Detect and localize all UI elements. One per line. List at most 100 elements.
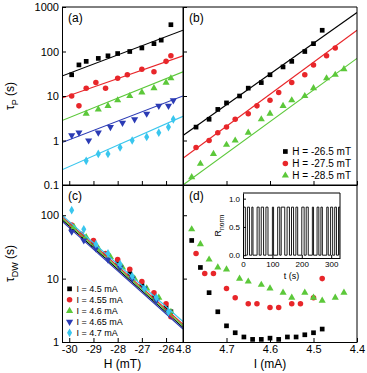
data-point [114, 96, 121, 102]
y-tick-mark [243, 227, 246, 228]
y-axis [183, 186, 187, 343]
x-tick-mark [118, 181, 119, 185]
x-tick: -29 [86, 338, 102, 355]
x-tick-label: 4.4 [350, 343, 365, 355]
data-point [267, 98, 273, 104]
y-tick: 10 [47, 273, 66, 285]
x-tick-label: 4.5 [306, 343, 321, 355]
y-tick [183, 52, 187, 53]
x-tick-mark [227, 181, 228, 185]
x-tick-mark [331, 255, 332, 258]
data-point [107, 125, 114, 131]
data-point [131, 117, 138, 123]
data-point [197, 160, 204, 166]
y-tick: 1000 [35, 1, 66, 13]
legend-label: H = -26.5 mT [292, 146, 351, 157]
x-tick: 200 [296, 255, 310, 269]
legend-label: H = -28.5 mT [292, 170, 351, 181]
y-tick-label: 0.5 [229, 223, 241, 232]
data-point [298, 301, 304, 307]
plot-area [183, 13, 357, 185]
plot-area [62, 206, 183, 329]
x-axis: 0100200300 [241, 255, 340, 269]
data-point [138, 88, 145, 94]
data-point [215, 130, 221, 136]
y-tick-mark [62, 342, 66, 343]
y-tick: 100 [41, 209, 66, 221]
data-point [206, 138, 212, 144]
panel-label: (b) [189, 11, 204, 25]
data-point [95, 105, 102, 111]
legend-item: I = 4.6 mA [66, 306, 118, 316]
y-axis: 0.11101001000 [35, 1, 66, 191]
data-point [310, 294, 317, 300]
fit-line [62, 96, 183, 143]
y-tick-mark [62, 96, 66, 97]
y-axis: 0.00.51.0 [229, 194, 246, 261]
data-point [281, 65, 286, 70]
x-tick: 4.5 [306, 338, 321, 355]
x-axis [184, 181, 358, 186]
plot-area [62, 22, 183, 169]
x-tick-label: 4.7 [219, 343, 234, 355]
legend-label: I = 4.7 mA [77, 328, 118, 338]
y-tick-mark [243, 199, 246, 200]
legend-item: I = 4.55 mA [67, 295, 123, 305]
y-tick-mark [183, 141, 187, 142]
data-point [68, 133, 75, 139]
data-point [254, 301, 260, 307]
y-axis [183, 8, 187, 186]
data-point [259, 337, 264, 342]
y-tick: 1 [53, 135, 66, 147]
fit-line [62, 72, 183, 121]
data-point [224, 101, 229, 106]
x-tick-label: 100 [266, 260, 280, 269]
data-point [288, 96, 295, 102]
x-tick-mark [270, 181, 271, 185]
y-tick-label: 1 [53, 336, 59, 348]
frame-right [357, 185, 358, 342]
data-point [118, 143, 123, 152]
y-tick-mark [62, 279, 66, 280]
data-point [301, 92, 308, 98]
data-point [311, 330, 316, 335]
fit-line [62, 215, 183, 321]
data-point [155, 104, 162, 110]
y-tick: 0.5 [229, 223, 246, 232]
data-point [289, 80, 295, 86]
data-point [311, 62, 317, 68]
x-tick-label: -29 [86, 343, 102, 355]
legend-marker [66, 307, 73, 313]
y-tick-label: 1.0 [229, 195, 241, 204]
data-point [232, 117, 238, 123]
x-axis-title: t (s) [284, 271, 300, 281]
frame-top [62, 7, 183, 8]
frame-top [243, 193, 340, 194]
data-point [139, 66, 145, 72]
legend-item: H = -26.5 mT [283, 146, 351, 157]
data-point [104, 102, 111, 108]
legend-marker [67, 328, 72, 337]
x-axis-title: I (mA) [254, 357, 287, 371]
data-point [301, 289, 308, 295]
data-point [166, 123, 171, 132]
x-tick-mark [314, 181, 315, 185]
data-point [258, 281, 265, 287]
x-tick-mark [93, 338, 94, 342]
legend-marker [67, 287, 72, 292]
data-point [302, 332, 307, 337]
x-tick-mark [314, 338, 315, 342]
data-point [279, 289, 286, 295]
data-point [232, 136, 239, 142]
data-point [332, 294, 339, 300]
data-point [279, 102, 286, 108]
data-point [223, 141, 230, 147]
y-tick: 1.0 [229, 195, 246, 204]
data-point [202, 271, 208, 277]
y-tick-mark [183, 215, 187, 216]
x-tick: -28 [110, 338, 126, 355]
panel: 0.11101001000(a)τP (s) [3, 1, 184, 191]
y-axis-title: Rnorm [213, 214, 225, 236]
fit-line [62, 220, 183, 328]
legend-label: H = -27.5 mT [292, 158, 351, 169]
